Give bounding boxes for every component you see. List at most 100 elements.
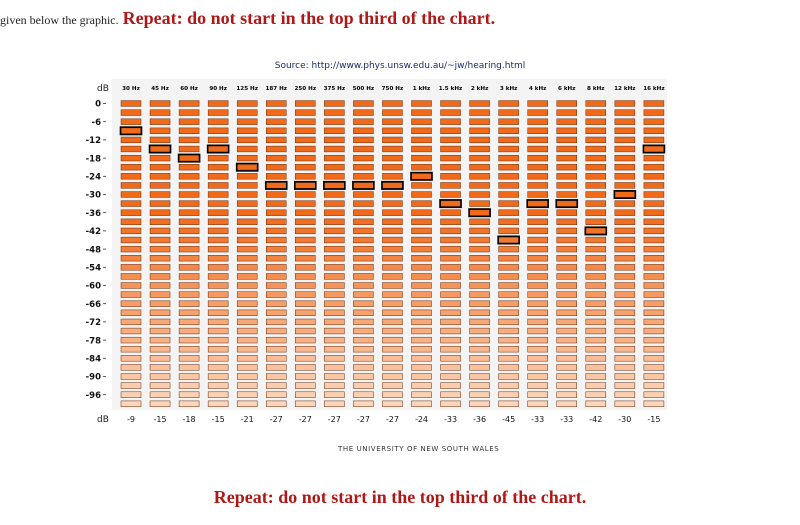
level-cell[interactable] <box>120 318 142 326</box>
level-cell[interactable] <box>295 109 316 116</box>
level-cell[interactable] <box>295 346 316 353</box>
level-cell[interactable] <box>120 218 142 225</box>
level-cell[interactable] <box>120 136 142 144</box>
level-cell[interactable] <box>469 273 490 280</box>
level-cell[interactable] <box>149 164 171 171</box>
level-cell[interactable] <box>120 227 142 235</box>
level-cell[interactable] <box>440 118 461 125</box>
level-cell[interactable] <box>236 364 258 371</box>
level-cell[interactable] <box>556 200 577 207</box>
level-cell[interactable] <box>295 291 316 298</box>
level-cell[interactable] <box>149 218 171 225</box>
level-cell[interactable] <box>382 154 403 162</box>
level-cell[interactable] <box>585 118 607 125</box>
level-cell[interactable] <box>498 245 519 253</box>
level-cell[interactable] <box>353 255 374 262</box>
level-cell[interactable] <box>236 145 258 153</box>
level-cell[interactable] <box>585 336 607 344</box>
level-cell[interactable] <box>585 264 607 271</box>
level-cell[interactable] <box>295 382 316 389</box>
level-cell[interactable] <box>178 300 200 307</box>
level-cell[interactable] <box>120 373 142 380</box>
level-cell[interactable] <box>207 309 229 316</box>
level-cell[interactable] <box>498 191 519 198</box>
level-cell[interactable] <box>324 255 345 262</box>
level-cell[interactable] <box>556 382 577 389</box>
level-cell[interactable] <box>585 227 607 235</box>
level-cell[interactable] <box>207 355 229 362</box>
level-cell[interactable] <box>178 282 200 289</box>
level-cell[interactable] <box>440 355 461 362</box>
level-cell[interactable] <box>585 191 607 198</box>
level-cell[interactable] <box>411 145 432 153</box>
level-cell[interactable] <box>149 373 171 380</box>
level-cell[interactable] <box>411 209 432 216</box>
level-cell[interactable] <box>353 291 374 298</box>
level-cell[interactable] <box>207 245 229 253</box>
level-cell[interactable] <box>382 109 403 116</box>
level-cell[interactable] <box>469 145 490 153</box>
level-cell[interactable] <box>266 282 287 289</box>
level-cell[interactable] <box>236 118 258 125</box>
level-cell[interactable] <box>556 145 577 153</box>
level-cell[interactable] <box>178 346 200 353</box>
level-cell[interactable] <box>643 336 665 344</box>
level-cell[interactable] <box>643 200 665 207</box>
level-cell[interactable] <box>149 391 171 398</box>
level-cell[interactable] <box>440 236 461 244</box>
level-cell[interactable] <box>120 191 142 198</box>
level-cell[interactable] <box>353 364 374 371</box>
level-cell[interactable] <box>149 145 171 153</box>
level-cell[interactable] <box>440 400 461 407</box>
level-cell[interactable] <box>207 264 229 271</box>
level-cell[interactable] <box>585 200 607 207</box>
level-cell[interactable] <box>614 300 636 307</box>
level-cell[interactable] <box>527 109 548 116</box>
level-cell[interactable] <box>585 327 607 335</box>
level-cell[interactable] <box>614 245 636 253</box>
level-cell[interactable] <box>353 264 374 271</box>
level-cell[interactable] <box>382 236 403 244</box>
level-cell[interactable] <box>643 255 665 262</box>
level-cell[interactable] <box>324 273 345 280</box>
level-cell[interactable] <box>382 173 403 180</box>
level-cell[interactable] <box>178 391 200 398</box>
level-cell[interactable] <box>527 154 548 162</box>
level-cell[interactable] <box>178 236 200 244</box>
level-cell[interactable] <box>643 273 665 280</box>
level-cell[interactable] <box>498 273 519 280</box>
level-cell[interactable] <box>527 382 548 389</box>
level-cell[interactable] <box>266 218 287 225</box>
level-cell[interactable] <box>614 136 636 144</box>
level-cell[interactable] <box>382 182 403 189</box>
level-cell[interactable] <box>207 336 229 344</box>
level-cell[interactable] <box>178 173 200 180</box>
level-cell[interactable] <box>411 227 432 235</box>
level-cell[interactable] <box>266 400 287 407</box>
level-cell[interactable] <box>295 355 316 362</box>
level-cell[interactable] <box>178 273 200 280</box>
level-cell[interactable] <box>120 291 142 298</box>
level-cell[interactable] <box>120 245 142 253</box>
level-cell[interactable] <box>295 191 316 198</box>
level-cell[interactable] <box>149 346 171 353</box>
level-cell[interactable] <box>469 200 490 207</box>
level-cell[interactable] <box>149 209 171 216</box>
level-cell[interactable] <box>614 336 636 344</box>
level-cell[interactable] <box>207 191 229 198</box>
level-cell[interactable] <box>411 400 432 407</box>
level-cell[interactable] <box>324 136 345 144</box>
level-cell[interactable] <box>585 127 607 134</box>
level-cell[interactable] <box>120 209 142 216</box>
level-cell[interactable] <box>149 273 171 280</box>
level-cell[interactable] <box>643 373 665 380</box>
level-cell[interactable] <box>469 373 490 380</box>
level-cell[interactable] <box>498 145 519 153</box>
level-cell[interactable] <box>353 191 374 198</box>
level-cell[interactable] <box>353 182 374 189</box>
level-cell[interactable] <box>120 327 142 335</box>
level-cell[interactable] <box>585 154 607 162</box>
level-cell[interactable] <box>469 382 490 389</box>
level-cell[interactable] <box>469 127 490 134</box>
level-cell[interactable] <box>556 300 577 307</box>
